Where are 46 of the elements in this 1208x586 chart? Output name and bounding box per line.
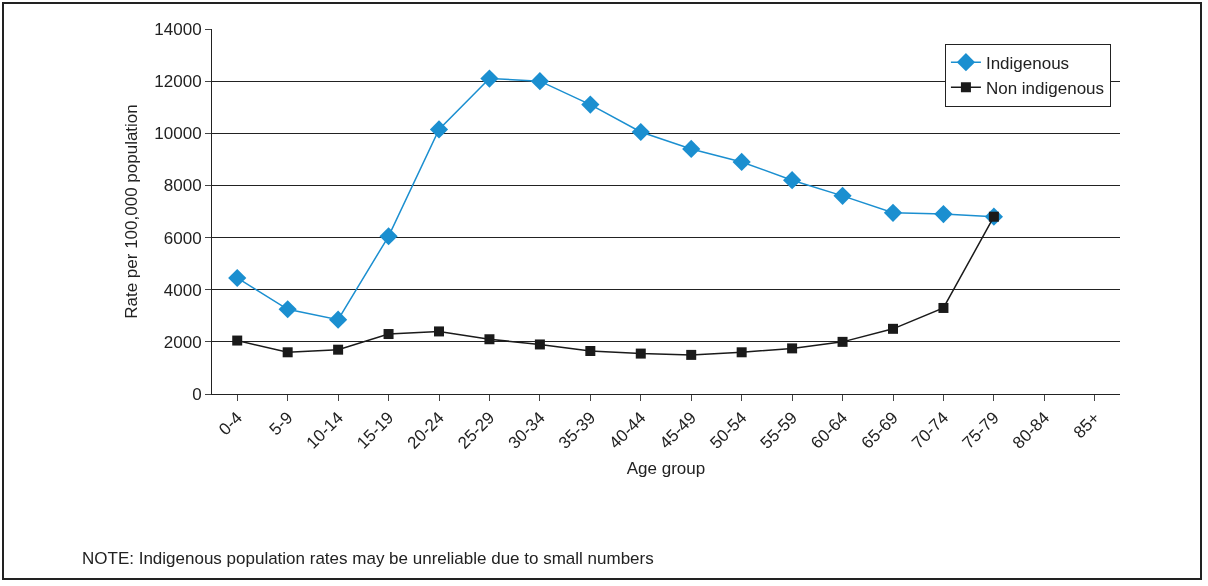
point [232,335,243,346]
point [333,344,344,355]
y-tick-label: 0 [192,384,202,404]
point [934,205,953,224]
point [228,268,247,288]
point [383,329,394,340]
point [635,348,646,359]
point [585,345,596,356]
x-tick-label: 0-4 [215,408,247,440]
point [631,122,650,142]
legend-label: Indigenous [985,53,1070,73]
point [787,343,798,354]
point [938,302,949,313]
x-axis-title: Age group [626,458,706,478]
point [682,139,701,159]
point [379,227,398,246]
point [278,300,297,319]
y-tick-label: 4000 [163,280,202,300]
text: NOTE: Indigenous population rates may be unreliable due to small numbers [82,549,654,568]
y-tick-label: 10000 [154,124,202,144]
point [837,336,848,347]
point [329,310,348,329]
point [783,171,802,190]
point [480,69,499,88]
y-tick-label: 8000 [163,176,202,196]
point [833,186,852,205]
point [732,152,751,172]
point [736,347,747,358]
point [534,339,545,350]
point [686,349,697,360]
point [429,120,449,139]
point [888,323,898,334]
legend-label: Non indigenous [985,78,1105,98]
point [883,203,903,222]
y-tick-label: 12000 [154,72,202,92]
y-tick-label: 6000 [163,228,202,248]
y-axis-title: Rate per 100,000 population [121,104,141,319]
point [581,95,600,114]
point [484,334,495,345]
point [530,72,549,91]
y-tick-label: 2000 [163,332,202,352]
x-tick-label: 5-9 [265,408,297,440]
point [282,347,293,358]
y-tick-label: 14000 [154,19,202,39]
x-tick-label: 85+ [1069,408,1104,443]
point [434,326,444,337]
